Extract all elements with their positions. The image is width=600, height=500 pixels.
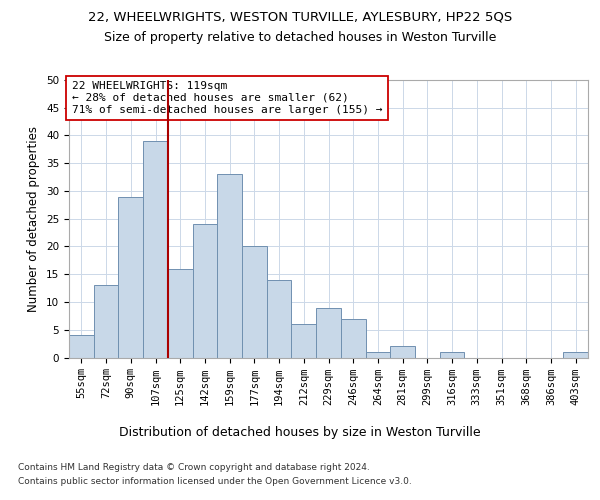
Text: Contains public sector information licensed under the Open Government Licence v3: Contains public sector information licen… bbox=[18, 478, 412, 486]
Bar bbox=[440, 352, 464, 358]
Bar bbox=[168, 268, 193, 358]
Bar bbox=[341, 318, 365, 358]
Bar bbox=[242, 246, 267, 358]
Y-axis label: Number of detached properties: Number of detached properties bbox=[28, 126, 40, 312]
Text: 22 WHEELWRIGHTS: 119sqm
← 28% of detached houses are smaller (62)
71% of semi-de: 22 WHEELWRIGHTS: 119sqm ← 28% of detache… bbox=[71, 82, 382, 114]
Bar bbox=[365, 352, 390, 358]
Text: 22, WHEELWRIGHTS, WESTON TURVILLE, AYLESBURY, HP22 5QS: 22, WHEELWRIGHTS, WESTON TURVILLE, AYLES… bbox=[88, 11, 512, 24]
Bar bbox=[193, 224, 217, 358]
Bar bbox=[390, 346, 415, 358]
Text: Distribution of detached houses by size in Weston Turville: Distribution of detached houses by size … bbox=[119, 426, 481, 439]
Bar bbox=[94, 286, 118, 358]
Bar bbox=[292, 324, 316, 358]
Bar bbox=[316, 308, 341, 358]
Text: Size of property relative to detached houses in Weston Turville: Size of property relative to detached ho… bbox=[104, 31, 496, 44]
Bar bbox=[69, 336, 94, 357]
Bar bbox=[143, 141, 168, 358]
Bar bbox=[217, 174, 242, 358]
Bar bbox=[118, 196, 143, 358]
Text: Contains HM Land Registry data © Crown copyright and database right 2024.: Contains HM Land Registry data © Crown c… bbox=[18, 462, 370, 471]
Bar bbox=[267, 280, 292, 357]
Bar bbox=[563, 352, 588, 358]
